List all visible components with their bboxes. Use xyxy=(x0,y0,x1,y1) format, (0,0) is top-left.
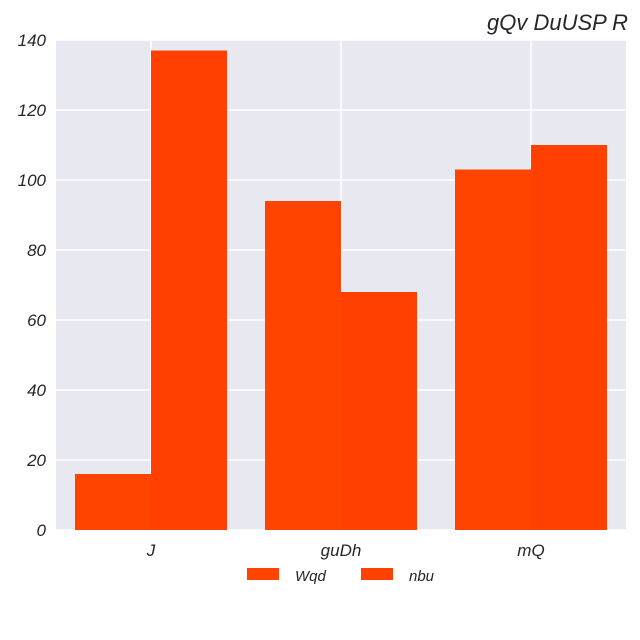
y-tick-label: 40 xyxy=(27,381,46,400)
chart-title: gQv DuUSP R xyxy=(487,10,628,35)
bar-nbu-J xyxy=(151,50,227,530)
bar-Wqd-J xyxy=(75,474,151,530)
y-axis-ticks: 0 20 40 60 80 100 120 140 xyxy=(18,31,47,540)
legend-swatch xyxy=(361,568,393,580)
y-tick-label: 60 xyxy=(27,311,46,330)
y-tick-label: 0 xyxy=(37,521,47,540)
legend: Wqd nbu xyxy=(247,568,435,585)
y-tick-label: 100 xyxy=(18,171,47,190)
bar-nbu-mQ xyxy=(531,145,607,530)
bar-nbu-guDh xyxy=(341,292,417,530)
bars xyxy=(75,50,607,530)
x-tick-label: J xyxy=(146,541,156,560)
legend-swatch xyxy=(247,568,279,580)
y-tick-label: 140 xyxy=(18,31,47,50)
x-tick-label: guDh xyxy=(321,541,362,560)
bar-Wqd-guDh xyxy=(265,201,341,530)
x-tick-label: mQ xyxy=(517,541,544,560)
y-tick-label: 20 xyxy=(26,451,46,470)
legend-label: Wqd xyxy=(295,568,327,585)
bar-Wqd-mQ xyxy=(455,169,531,530)
y-tick-label: 80 xyxy=(27,241,46,260)
y-tick-label: 120 xyxy=(18,101,47,120)
legend-label: nbu xyxy=(409,568,435,585)
